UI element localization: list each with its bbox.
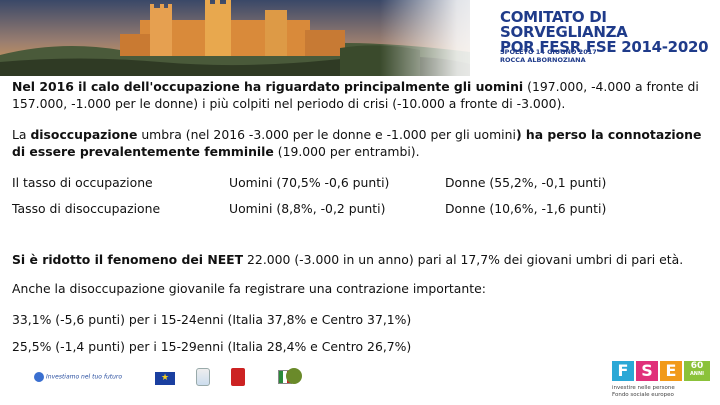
eu-flag-icon — [155, 372, 175, 385]
event-date: SPOLETO 14 GIUGNO 2017 — [500, 48, 597, 56]
paragraph-neet: Si è ridotto il fenomeno dei NEET 22.000… — [12, 252, 684, 267]
italian-emblem-icon — [196, 368, 210, 386]
fse-years-label: ANNI — [689, 371, 705, 377]
fse-letter-e: E — [660, 361, 682, 381]
paragraph-youth-unemployment: Anche la disoccupazione giovanile fa reg… — [12, 281, 486, 296]
rate-row-occupazione: Il tasso di occupazione Uomini (70,5% -0… — [12, 174, 712, 192]
rate-row-disoccupazione: Tasso di disoccupazione Uomini (8,8%, -0… — [12, 200, 712, 218]
paragraph-occupation-rest: (197.000, -4.000 a fronte di 157.000, -1… — [12, 79, 699, 111]
rate-uomini: Uomini (70,5% -0,6 punti) — [229, 175, 390, 190]
paragraph-occupation-lead: Nel 2016 il calo dell'occupazione ha rig… — [12, 79, 524, 94]
event-venue: ROCCA ALBORNOZIANA — [500, 56, 586, 64]
rate-donne: Donne (55,2%, -0,1 punti) — [445, 175, 607, 190]
footer-logos: Investiamo nel tuo futuro F S E 60 ANNI … — [0, 360, 720, 405]
header-banner: COMITATO DI SORVEGLIANZA POR FESR FSE 20… — [0, 0, 720, 76]
person-icon — [34, 372, 44, 382]
fse-subtitle: investire nelle persone Fondo sociale eu… — [612, 385, 675, 398]
paragraph-occupation-decline: Nel 2016 il calo dell'occupazione ha rig… — [12, 78, 712, 112]
event-subtitle: SPOLETO 14 GIUGNO 2017 ROCCA ALBORNOZIAN… — [500, 48, 650, 64]
fse-anniversary-badge: 60 ANNI — [684, 361, 710, 381]
rate-label: Il tasso di occupazione — [12, 175, 153, 190]
fse-years: 60 — [690, 361, 704, 371]
keyword-disoccupazione: disoccupazione — [30, 127, 138, 142]
fse-60-anni-logo: F S E 60 ANNI investire nelle persone Fo… — [612, 361, 712, 401]
event-title-line1: COMITATO DI SORVEGLIANZA — [500, 8, 628, 41]
rate-uomini: Uomini (8,8%, -0,2 punti) — [229, 201, 386, 216]
rate-donne: Donne (10,6%, -1,6 punti) — [445, 201, 607, 216]
fse-letter-s: S — [636, 361, 658, 381]
rate-label: Tasso di disoccupazione — [12, 201, 161, 216]
investiamo-logo: Investiamo nel tuo futuro — [34, 372, 134, 382]
government-seal-icon — [286, 368, 302, 384]
youth-rate-15-29: 25,5% (-1,4 punti) per i 15-29enni (Ital… — [12, 339, 412, 354]
paragraph-unemployment-highlight: ) ha perso la connotazione di essere pre… — [12, 127, 702, 159]
regione-umbria-icon — [231, 368, 245, 386]
fse-letter-f: F — [612, 361, 634, 381]
paragraph-unemployment: La disoccupazione umbra (nel 2016 -3.000… — [12, 127, 702, 159]
event-title-line2: POR FESR FSE 2014-2020 — [500, 38, 709, 56]
paragraph-neet-lead: Si è ridotto il fenomeno dei NEET — [12, 252, 244, 267]
event-title: COMITATO DI SORVEGLIANZA POR FESR FSE 20… — [500, 10, 710, 55]
youth-rate-15-24: 33,1% (-5,6 punti) per i 15-24enni (Ital… — [12, 312, 412, 327]
